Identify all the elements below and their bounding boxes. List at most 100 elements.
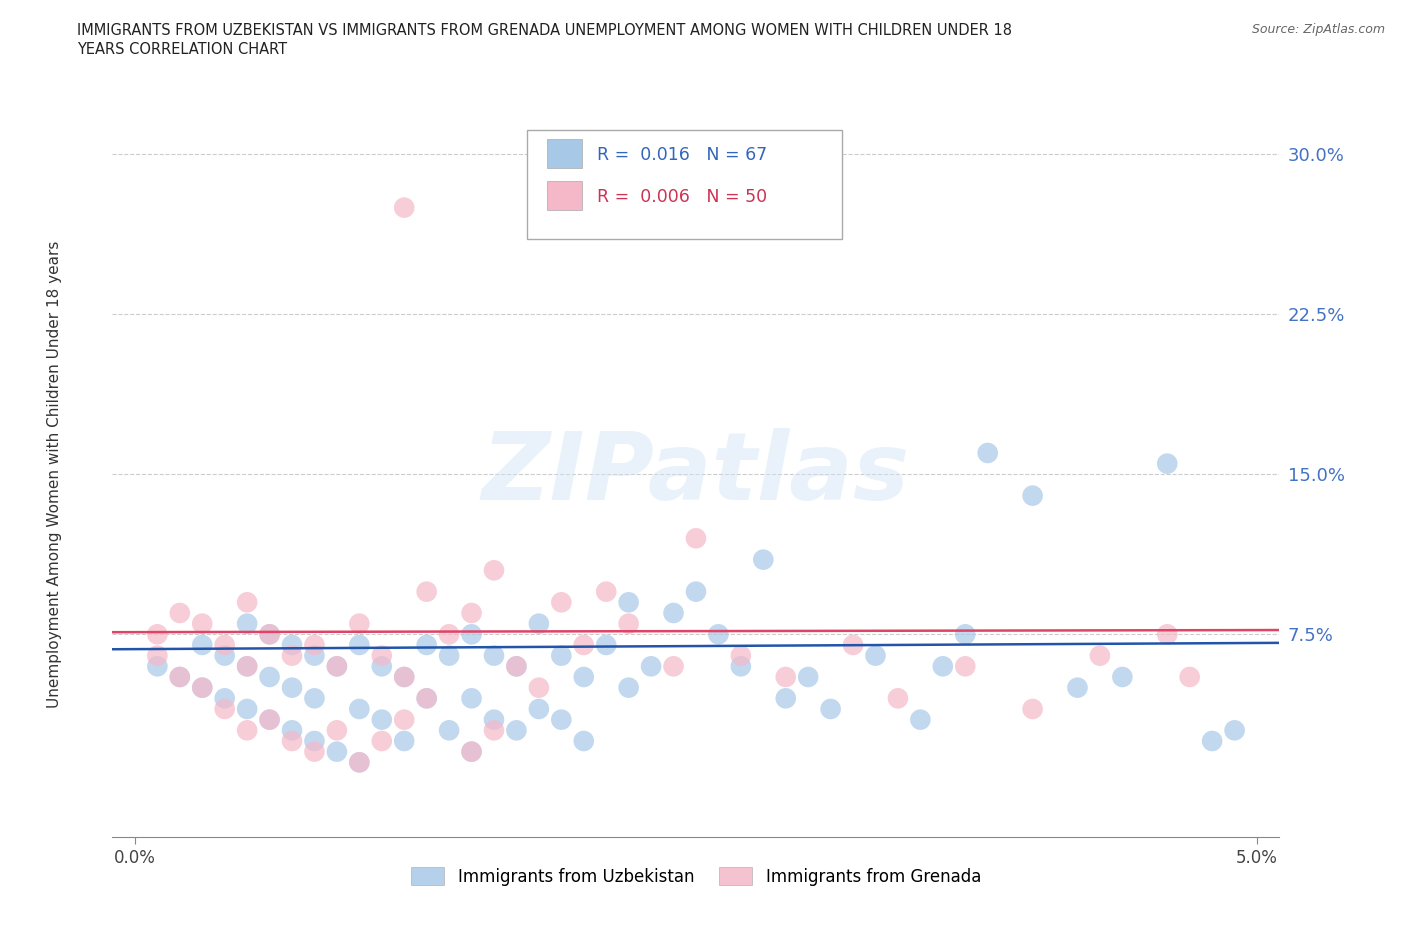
Point bbox=[281, 648, 304, 663]
Point bbox=[865, 648, 887, 663]
Point bbox=[191, 638, 214, 653]
Point bbox=[326, 744, 349, 759]
Point bbox=[349, 638, 371, 653]
Point bbox=[482, 648, 505, 663]
Point bbox=[169, 670, 191, 684]
Point bbox=[955, 658, 977, 673]
Point bbox=[505, 723, 527, 737]
Point bbox=[505, 658, 527, 673]
Point bbox=[976, 445, 998, 460]
Point bbox=[1156, 457, 1178, 472]
Point bbox=[304, 648, 326, 663]
Point bbox=[394, 670, 416, 684]
Point bbox=[394, 712, 416, 727]
Point bbox=[460, 627, 482, 642]
Point bbox=[775, 670, 797, 684]
Point bbox=[482, 723, 505, 737]
Point bbox=[932, 658, 955, 673]
Point bbox=[371, 712, 394, 727]
Point bbox=[752, 552, 775, 567]
Point bbox=[617, 617, 640, 631]
Point bbox=[281, 680, 304, 695]
Point bbox=[1021, 488, 1043, 503]
Point bbox=[191, 680, 214, 695]
Point bbox=[550, 712, 572, 727]
Point bbox=[617, 680, 640, 695]
Point bbox=[707, 627, 730, 642]
FancyBboxPatch shape bbox=[547, 180, 582, 209]
Point bbox=[1223, 723, 1246, 737]
Point bbox=[349, 617, 371, 631]
Point bbox=[146, 627, 169, 642]
Point bbox=[169, 605, 191, 620]
Point bbox=[191, 680, 214, 695]
Point bbox=[527, 617, 550, 631]
Point bbox=[460, 744, 482, 759]
Point bbox=[887, 691, 910, 706]
Point bbox=[955, 627, 977, 642]
Point bbox=[304, 691, 326, 706]
Point bbox=[394, 200, 416, 215]
Text: Source: ZipAtlas.com: Source: ZipAtlas.com bbox=[1251, 23, 1385, 36]
Point bbox=[394, 734, 416, 749]
Point bbox=[236, 658, 259, 673]
Point bbox=[842, 638, 865, 653]
Point bbox=[685, 584, 707, 599]
Point bbox=[214, 638, 236, 653]
Text: R =  0.016   N = 67: R = 0.016 N = 67 bbox=[596, 146, 768, 164]
Point bbox=[349, 755, 371, 770]
Point bbox=[326, 658, 349, 673]
Point bbox=[349, 755, 371, 770]
Point bbox=[259, 670, 281, 684]
Point bbox=[259, 712, 281, 727]
Point bbox=[572, 670, 595, 684]
Point bbox=[371, 658, 394, 673]
Point bbox=[236, 701, 259, 716]
Point bbox=[304, 734, 326, 749]
Point bbox=[214, 648, 236, 663]
Text: ZIPatlas: ZIPatlas bbox=[482, 429, 910, 520]
Text: R =  0.006   N = 50: R = 0.006 N = 50 bbox=[596, 188, 766, 206]
FancyBboxPatch shape bbox=[547, 140, 582, 168]
Point bbox=[595, 584, 617, 599]
Point bbox=[146, 648, 169, 663]
Point bbox=[437, 627, 460, 642]
Point bbox=[685, 531, 707, 546]
Point bbox=[281, 734, 304, 749]
Point bbox=[191, 617, 214, 631]
Point bbox=[775, 691, 797, 706]
Point bbox=[437, 648, 460, 663]
Point bbox=[259, 627, 281, 642]
Point bbox=[797, 670, 820, 684]
Legend: Immigrants from Uzbekistan, Immigrants from Grenada: Immigrants from Uzbekistan, Immigrants f… bbox=[402, 859, 990, 894]
Point bbox=[527, 680, 550, 695]
Point bbox=[415, 584, 437, 599]
Point bbox=[460, 605, 482, 620]
Point bbox=[259, 712, 281, 727]
Point bbox=[572, 734, 595, 749]
Point bbox=[1156, 627, 1178, 642]
Point bbox=[259, 627, 281, 642]
Text: YEARS CORRELATION CHART: YEARS CORRELATION CHART bbox=[77, 42, 287, 57]
Point bbox=[1201, 734, 1223, 749]
FancyBboxPatch shape bbox=[527, 130, 842, 239]
Point bbox=[505, 658, 527, 673]
Point bbox=[236, 617, 259, 631]
Point bbox=[1111, 670, 1133, 684]
Point bbox=[482, 712, 505, 727]
Point bbox=[910, 712, 932, 727]
Point bbox=[662, 605, 685, 620]
Point bbox=[595, 638, 617, 653]
Point bbox=[326, 723, 349, 737]
Point bbox=[437, 723, 460, 737]
Text: Unemployment Among Women with Children Under 18 years: Unemployment Among Women with Children U… bbox=[46, 241, 62, 708]
Point bbox=[460, 744, 482, 759]
Point bbox=[1021, 701, 1043, 716]
Point bbox=[572, 638, 595, 653]
Point bbox=[326, 658, 349, 673]
Text: IMMIGRANTS FROM UZBEKISTAN VS IMMIGRANTS FROM GRENADA UNEMPLOYMENT AMONG WOMEN W: IMMIGRANTS FROM UZBEKISTAN VS IMMIGRANTS… bbox=[77, 23, 1012, 38]
Point bbox=[640, 658, 662, 673]
Point bbox=[482, 563, 505, 578]
Point bbox=[304, 638, 326, 653]
Point bbox=[281, 638, 304, 653]
